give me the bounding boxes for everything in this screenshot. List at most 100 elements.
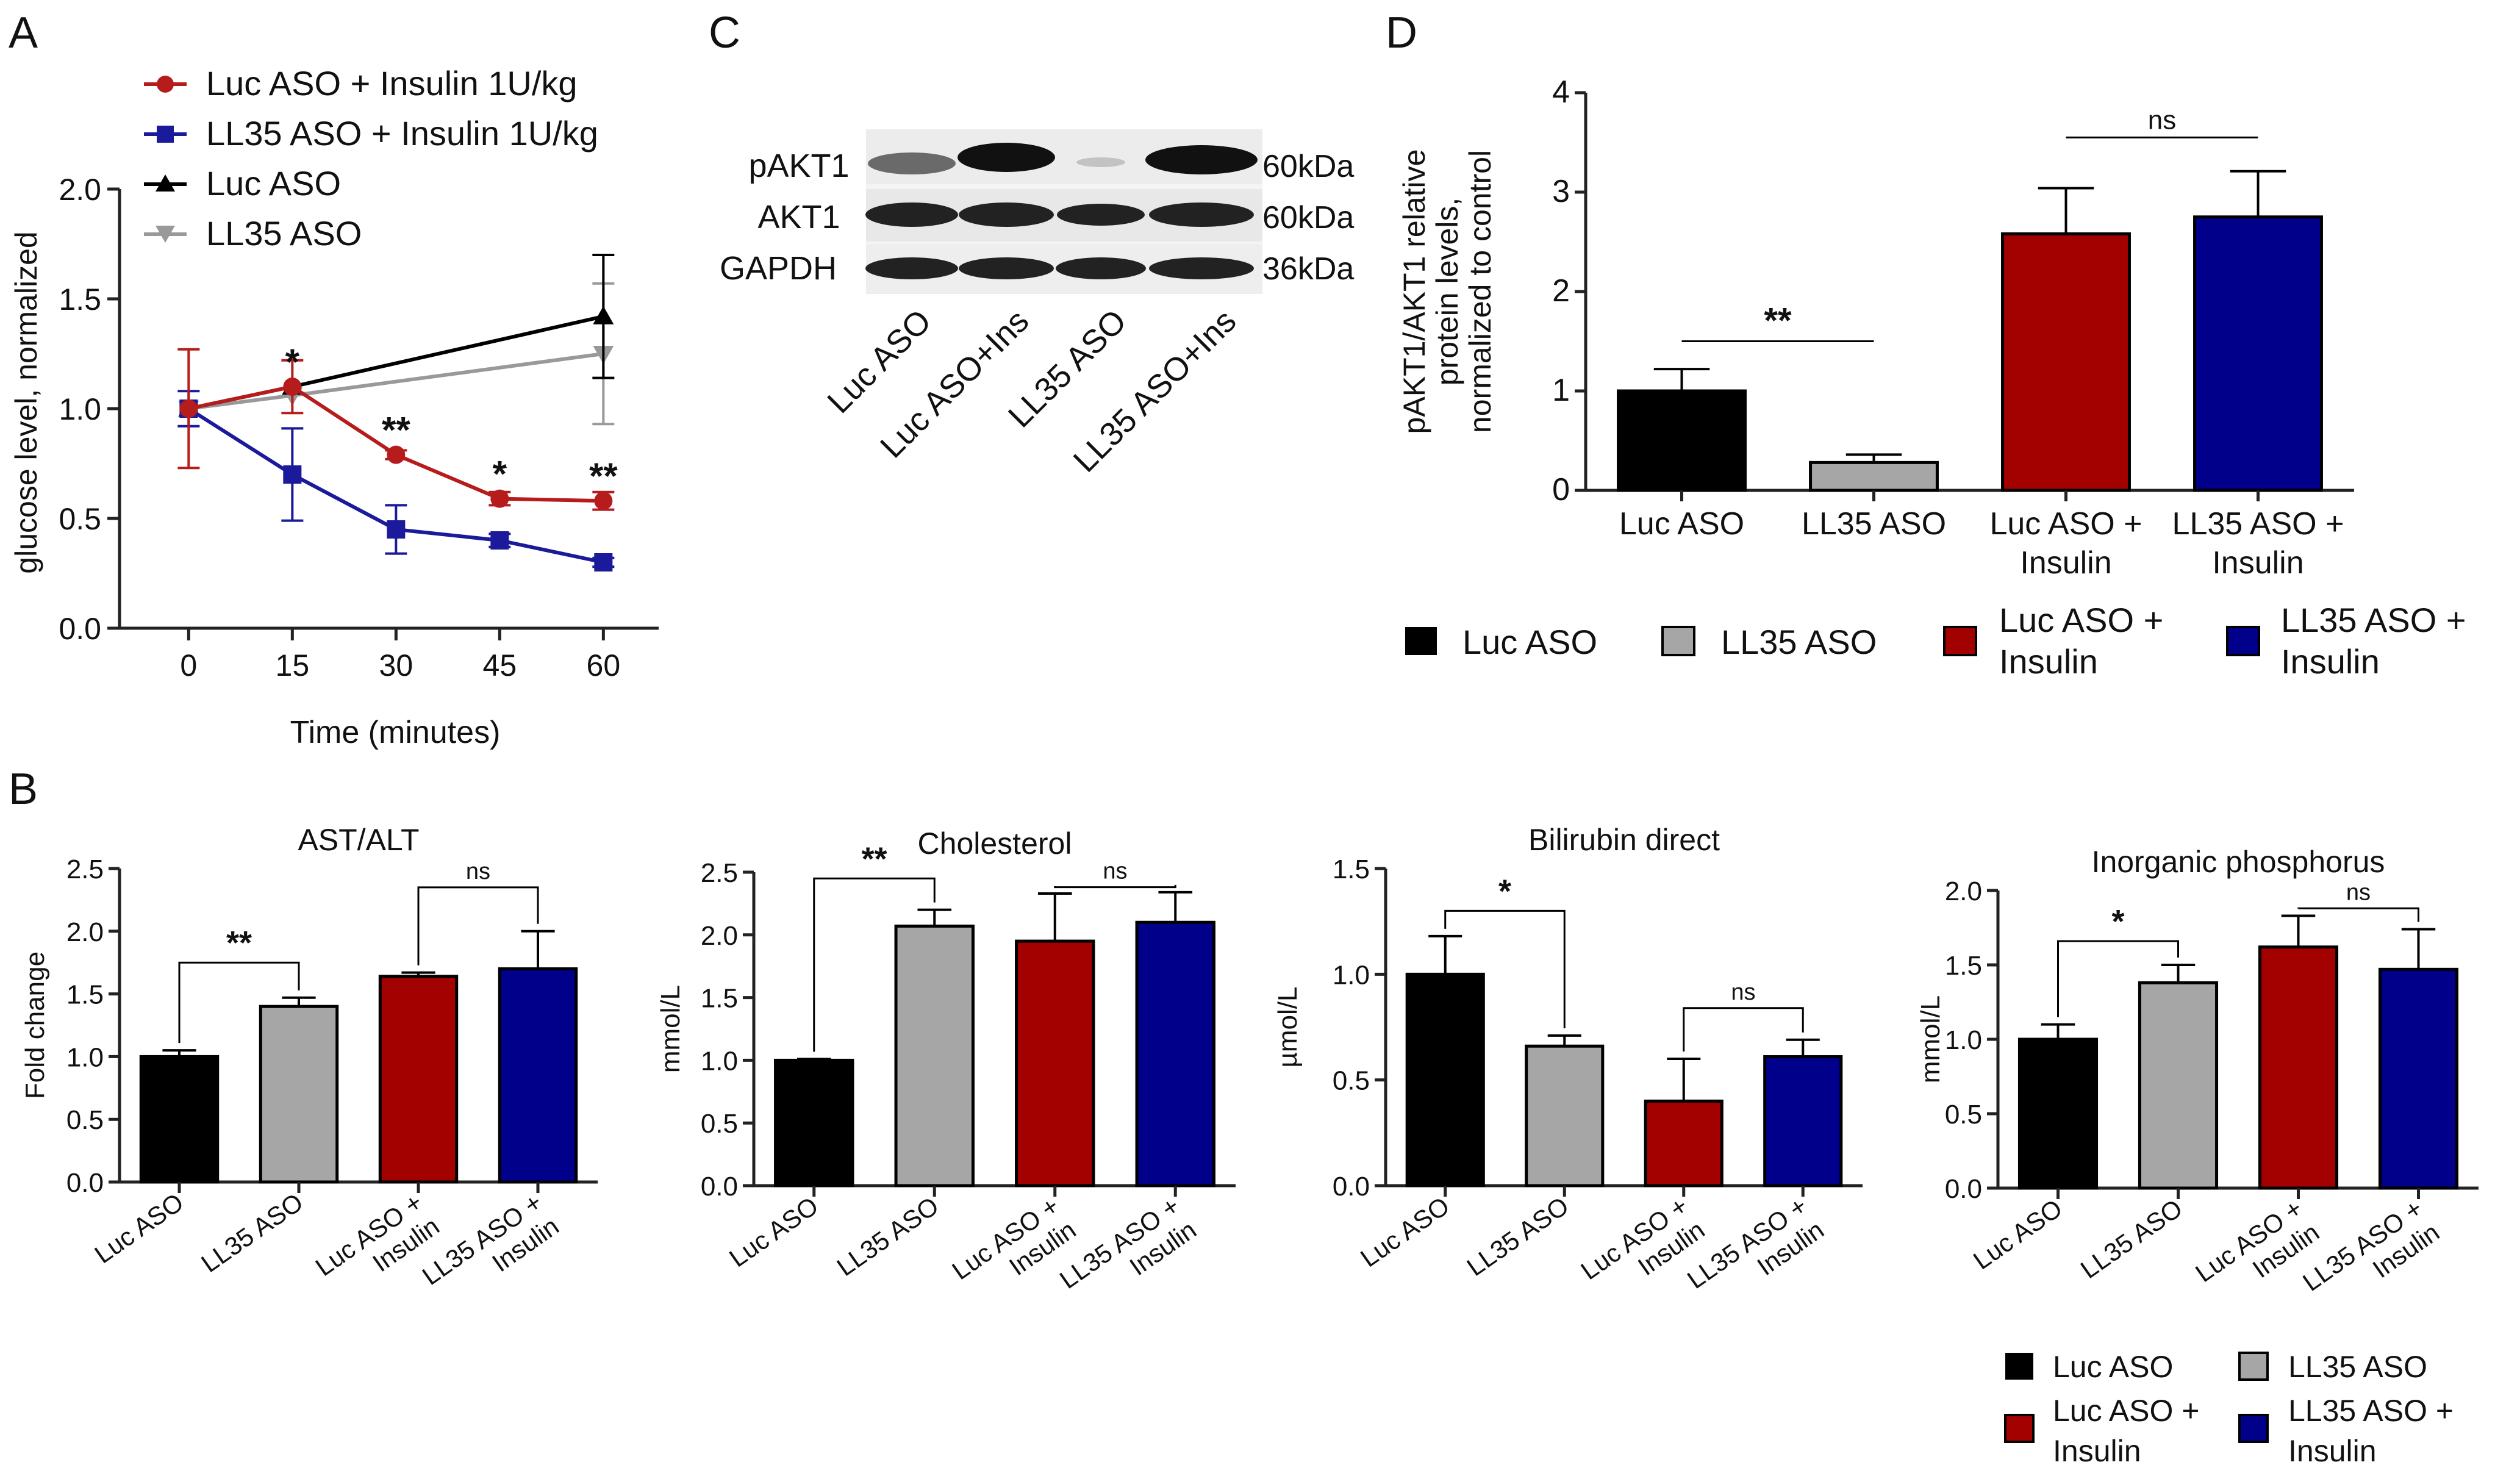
- a-significance: *: [493, 454, 507, 495]
- a-ytick-label: 0.0: [59, 612, 101, 646]
- a-xtick-label: 30: [379, 648, 413, 682]
- b1-ytick-label: 1.5: [66, 980, 104, 1010]
- b3-bar-1: [1405, 972, 1485, 1188]
- b4-bar-1: [2017, 1037, 2099, 1190]
- b4-sig-text: ns: [2346, 880, 2371, 905]
- d-category-label: Luc ASO: [1619, 506, 1744, 542]
- panel-a-legend: Luc ASO + Insulin 1U/kg LL35 ASO + Insul…: [144, 64, 598, 253]
- b3-title: Bilirubin direct: [1528, 823, 1720, 857]
- blot-size-akt1: 60kDa: [1262, 200, 1354, 235]
- b3-ytick-label: 1.0: [1333, 960, 1370, 990]
- d-ytick-label: 2: [1552, 273, 1570, 309]
- western-blot: pAKT1 AKT1 GAPDH 60kDa 60kDa 36kDa Luc A…: [720, 129, 1354, 479]
- b4-ytick-label: 0.0: [1945, 1174, 1982, 1204]
- panel-a-ylabel: glucose level, normalized: [9, 231, 43, 573]
- b2-sig-text: ns: [1103, 859, 1127, 884]
- legend-luc-insulin: Luc ASO + Insulin 1U/kg: [206, 64, 578, 102]
- b3-sig-text: *: [1498, 873, 1511, 909]
- panel-d-legend: Luc ASO LL35 ASO Luc ASO + Insulin LL35 …: [1405, 601, 2466, 681]
- b3-sig-text: ns: [1731, 980, 1755, 1005]
- blot-row-akt1: [865, 189, 1262, 242]
- d-legend-luc-ins-1: Luc ASO +: [1999, 601, 2163, 639]
- d-category-label: Insulin: [2212, 545, 2303, 581]
- b1-bar-4: [498, 967, 578, 1184]
- b2-title: Cholesterol: [918, 826, 1072, 861]
- b4-bar-2: [2138, 981, 2219, 1190]
- b1-sig-text: **: [226, 925, 252, 961]
- d-ytick-label: 0: [1552, 472, 1570, 507]
- b2-ytick-label: 0.5: [701, 1109, 738, 1139]
- b3-sig-bracket: [1444, 909, 1566, 1028]
- b2-bar-2: [894, 924, 975, 1188]
- a-xtick-label: 60: [587, 648, 621, 682]
- b4-category-label: LL35 ASO: [2075, 1194, 2188, 1284]
- b3-bar-2: [1525, 1044, 1605, 1188]
- a-xtick-label: 0: [180, 648, 197, 682]
- b-legend-ll35-ins-1: LL35 ASO +: [2288, 1394, 2454, 1428]
- a-ytick-label: 1.5: [59, 282, 101, 317]
- b4-ytick-label: 1.0: [1945, 1025, 1982, 1055]
- b-legend-luc-ins-2: Insulin: [2053, 1434, 2141, 1468]
- legend-luc: Luc ASO: [206, 164, 341, 202]
- b2-category-label: Luc ASO: [724, 1191, 823, 1273]
- panel-label-b: B: [9, 765, 38, 814]
- d-legend-ll35: LL35 ASO: [1721, 623, 1877, 661]
- b2-ytick-label: 1.5: [701, 984, 738, 1014]
- b2-sig-text: **: [861, 840, 887, 877]
- d-ytick-label: 1: [1552, 373, 1570, 408]
- a-significance: **: [382, 410, 410, 451]
- panel-label-a: A: [9, 9, 38, 57]
- b2-bar-4: [1135, 920, 1215, 1188]
- b4-category-label: Luc ASO: [1968, 1194, 2067, 1275]
- b4-ytick-label: 2.0: [1945, 876, 1982, 906]
- a-significance: **: [589, 456, 618, 496]
- a-point: [387, 445, 406, 464]
- b4-ytick-label: 0.5: [1945, 1100, 1982, 1130]
- a-point: [283, 378, 302, 396]
- legend-ll35: LL35 ASO: [206, 214, 362, 253]
- b4-ylabel: mmol/L: [1916, 995, 1945, 1083]
- b1-ytick-label: 2.0: [66, 917, 104, 947]
- d-sig-text: ns: [2148, 105, 2176, 135]
- b3-category-label: Luc ASO: [1355, 1191, 1455, 1273]
- b2-sig-bracket: [1054, 884, 1176, 889]
- b1-title: AST/ALT: [298, 823, 419, 857]
- b3-ytick-label: 0.5: [1333, 1066, 1370, 1096]
- a-ytick-label: 1.0: [59, 392, 101, 426]
- b1-ylabel: Fold change: [20, 951, 50, 1099]
- b3-category-label: LL35 ASO: [1462, 1191, 1574, 1281]
- a-point: [594, 492, 613, 511]
- b2-ytick-label: 2.0: [701, 921, 738, 951]
- a-significance: *: [285, 342, 300, 382]
- b2-ylabel: mmol/L: [656, 985, 685, 1073]
- a-ytick-label: 2.0: [59, 173, 101, 207]
- b3-bar-3: [1644, 1099, 1724, 1188]
- d-ylabel: protein levels,: [1430, 198, 1464, 386]
- a-xtick-label: 45: [483, 648, 517, 682]
- b2-bar-3: [1015, 939, 1095, 1188]
- a-point: [387, 520, 406, 539]
- b2-category-label: LL35 ASO: [832, 1191, 944, 1281]
- b4-bar-3: [2258, 945, 2339, 1190]
- b4-sig-text: *: [2111, 903, 2124, 940]
- d-legend-ll35-ins-2: Insulin: [2281, 642, 2380, 681]
- blot-size-pakt1: 60kDa: [1262, 149, 1354, 184]
- b2-ytick-label: 2.5: [701, 858, 738, 888]
- b1-ytick-label: 0.5: [66, 1105, 104, 1135]
- d-sig-text: **: [1764, 301, 1792, 341]
- panel-a-xlabel: Time (minutes): [290, 715, 501, 750]
- d-bar-2: [1809, 460, 1939, 492]
- b3-ytick-label: 0.0: [1333, 1172, 1370, 1202]
- b3-bar-4: [1763, 1055, 1843, 1188]
- b2-ytick-label: 1.0: [701, 1046, 738, 1076]
- b-legend-ll35-ins-2: Insulin: [2288, 1434, 2377, 1468]
- b-legend-luc: Luc ASO: [2053, 1350, 2173, 1384]
- b1-ytick-label: 2.5: [66, 854, 104, 884]
- b2-bar-1: [774, 1058, 854, 1188]
- a-ytick-label: 0.5: [59, 502, 101, 536]
- blot-label-akt1: AKT1: [757, 199, 840, 235]
- d-category-label: LL35 ASO +: [2172, 506, 2344, 542]
- b1-sig-bracket: [178, 961, 300, 1044]
- b2-sig-bracket: [813, 877, 936, 1052]
